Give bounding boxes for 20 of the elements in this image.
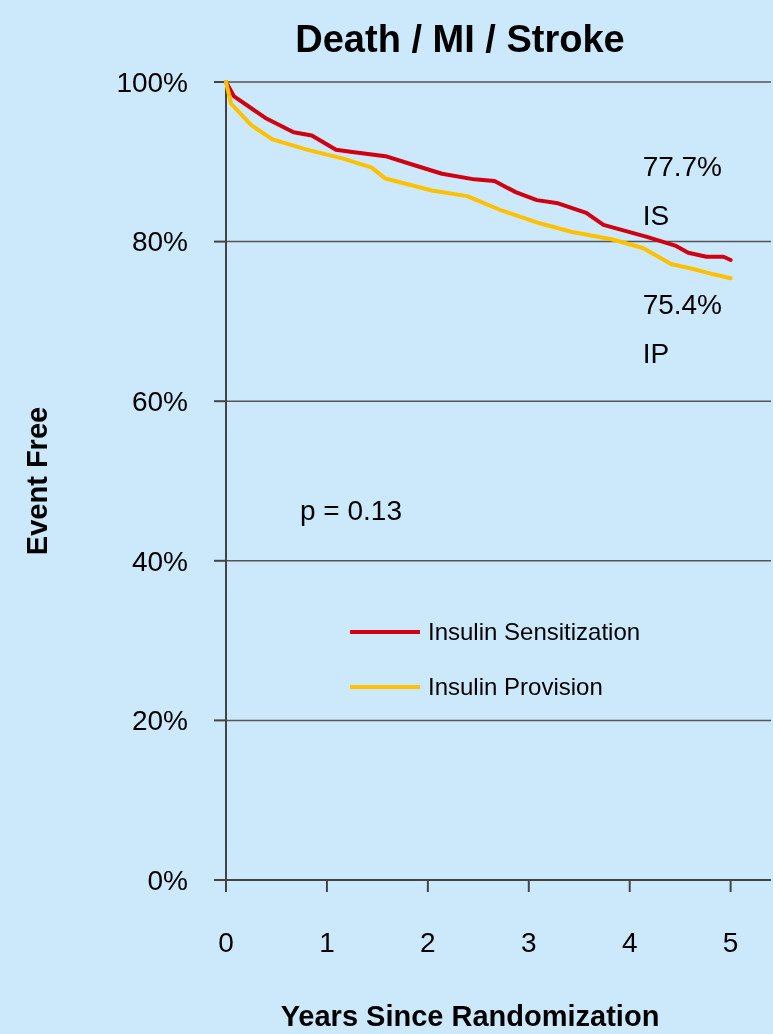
y-tick-label: 80%: [131, 226, 188, 258]
legend-label: Insulin Sensitization: [428, 618, 641, 646]
x-axis-title: Years Since Randomization: [280, 1000, 660, 1032]
annotation: 77.7% IS: [642, 150, 723, 231]
annotation: p = 0.13: [300, 495, 402, 526]
y-tick-label: 100%: [116, 66, 188, 98]
annotation: 75.4% IP: [642, 289, 723, 370]
y-axis-title: Event Free: [21, 406, 53, 556]
legend-label: Insulin Provision: [428, 673, 603, 701]
x-tick-label: 4: [621, 927, 638, 958]
x-tick-label: 0: [218, 927, 234, 958]
y-tick-label: 0%: [147, 864, 188, 896]
chart-title: Death / MI / Stroke: [295, 18, 625, 60]
x-tick-label: 3: [520, 927, 537, 958]
x-tick-label: 2: [420, 927, 436, 958]
y-tick-label: 60%: [131, 386, 188, 417]
x-tick-label: 1: [319, 927, 335, 958]
y-tick-label: 20%: [131, 705, 188, 737]
x-tick-label: 5: [722, 927, 739, 958]
y-tick-label: 40%: [131, 545, 188, 577]
